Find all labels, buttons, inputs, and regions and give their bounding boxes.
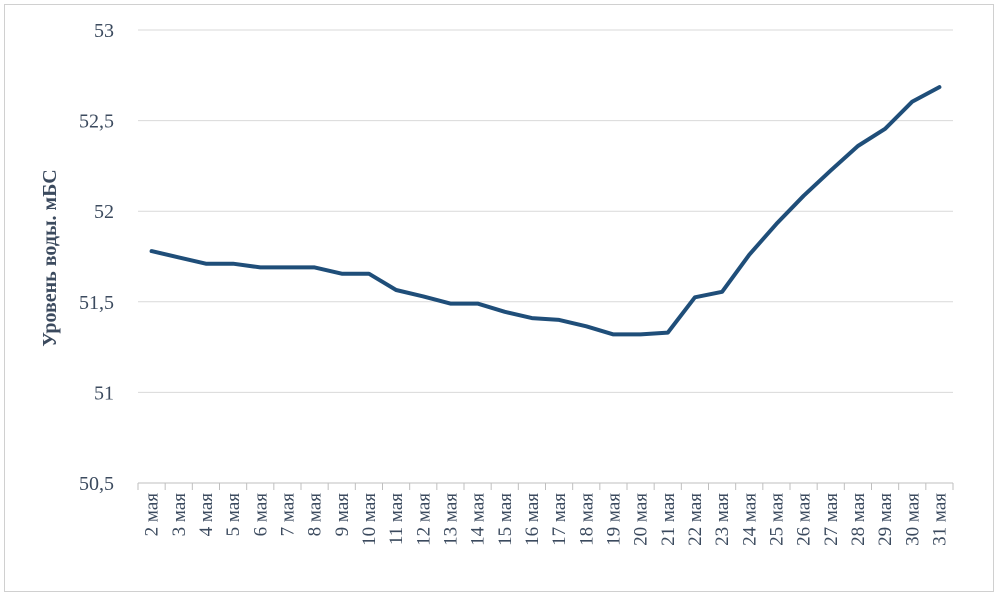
x-tick-label: 2 мая <box>142 493 163 537</box>
y-tick-label: 51,5 <box>79 292 114 314</box>
x-tick-label: 9 мая <box>332 493 353 537</box>
y-axis-title: Уровень воды. мБС <box>39 169 61 346</box>
x-tick-label: 20 мая <box>631 493 652 546</box>
x-tick-label: 11 мая <box>386 493 407 545</box>
x-tick-label: 18 мая <box>576 493 597 546</box>
x-tick-label: 15 мая <box>495 493 516 546</box>
x-tick-label: 6 мая <box>250 493 271 537</box>
x-tick-label: 16 мая <box>522 493 543 546</box>
y-tick-label: 50,5 <box>79 473 114 495</box>
x-tick-label: 4 мая <box>196 493 217 537</box>
x-tick-label: 28 мая <box>848 493 869 546</box>
x-tick-label: 8 мая <box>305 493 326 537</box>
x-tick-label: 29 мая <box>875 493 896 546</box>
x-tick-label: 3 мая <box>169 493 190 537</box>
x-tick-label: 10 мая <box>359 493 380 546</box>
grid-layer <box>138 29 953 393</box>
label-layer: 50,5 51 51,5 52 52,5 53 2 мая 3 мая 4 мая 5 мая 6 … <box>79 20 950 546</box>
x-tick-label: 14 мая <box>468 493 489 546</box>
x-tick-label: 19 мая <box>603 493 624 546</box>
y-tick-label: 53 <box>94 20 114 42</box>
x-tick-label: 31 мая <box>929 493 950 546</box>
x-tick-label: 17 мая <box>549 493 570 546</box>
series-layer <box>149 85 942 337</box>
x-tick-label: 21 мая <box>658 493 679 546</box>
series-line <box>149 85 942 337</box>
x-tick-label: 5 мая <box>223 493 244 537</box>
y-tick-label: 52,5 <box>79 111 114 133</box>
chart-frame <box>4 4 994 592</box>
x-tick-label: 27 мая <box>821 493 842 546</box>
y-tick-label: 52 <box>94 201 114 223</box>
x-tick-label: 7 мая <box>277 493 298 537</box>
x-tick-label: 23 мая <box>712 493 733 546</box>
x-tick-label: 13 мая <box>440 493 461 546</box>
x-tick-label: 24 мая <box>739 493 760 546</box>
x-tick-label: 12 мая <box>413 493 434 546</box>
x-tick-label: 25 мая <box>766 493 787 546</box>
x-tick-label: 26 мая <box>794 493 815 546</box>
x-tick-label: 22 мая <box>685 493 706 546</box>
x-tick-label: 30 мая <box>902 493 923 546</box>
axis-layer <box>137 482 954 490</box>
y-tick-label: 51 <box>94 382 114 404</box>
